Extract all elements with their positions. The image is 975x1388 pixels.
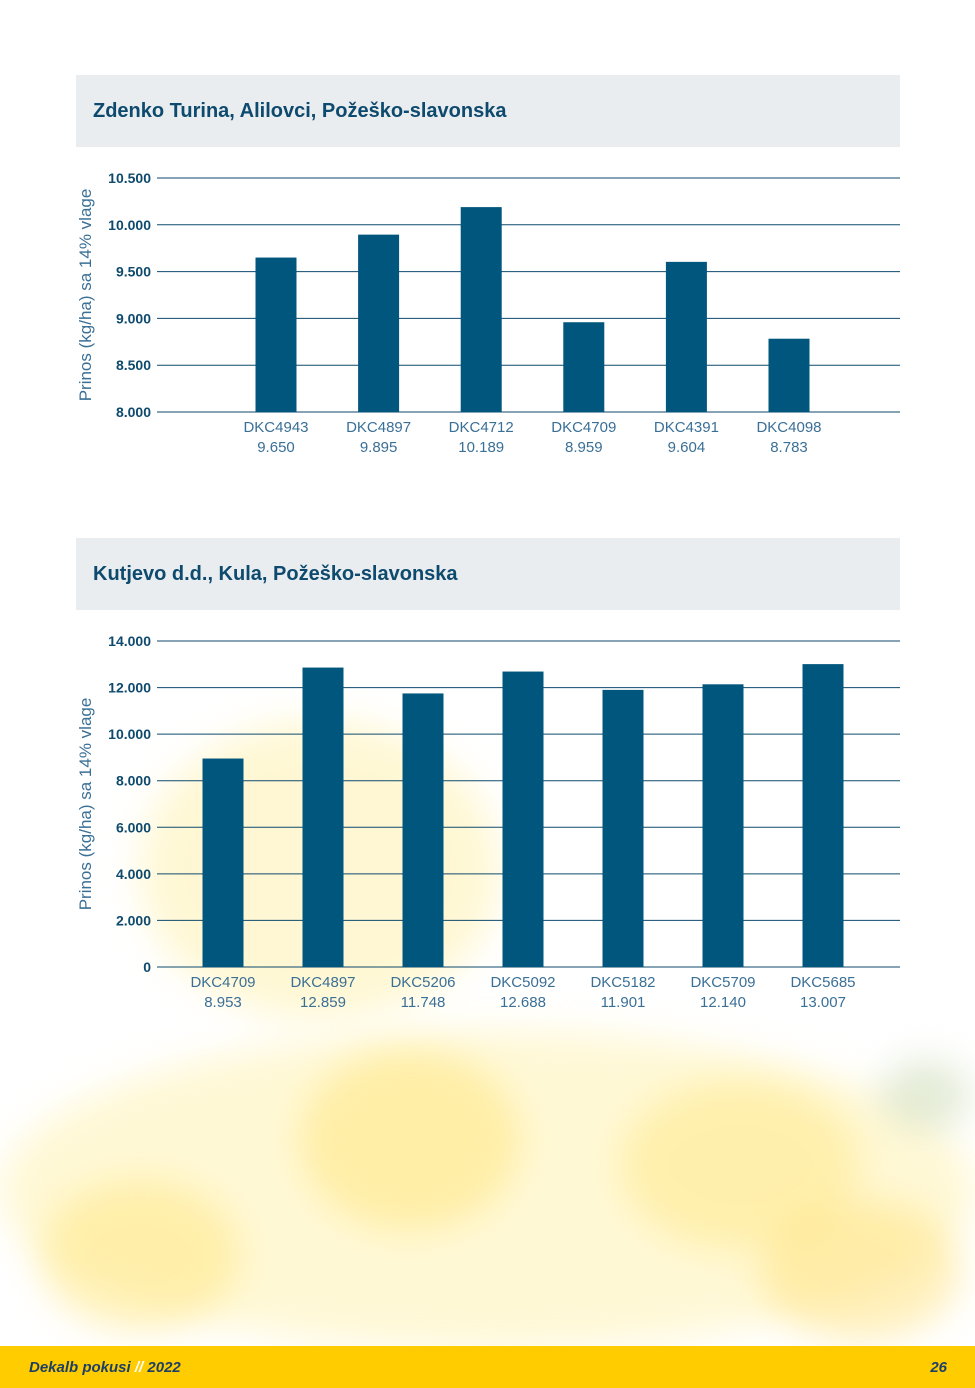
- y-tick-label: 8.500: [116, 357, 151, 373]
- y-axis-label: Prinos (kg/ha) sa 14% vlage: [76, 189, 95, 402]
- x-category-label: DKC4897: [290, 974, 355, 991]
- x-category-label: DKC4897: [346, 419, 411, 436]
- chart-block-1: Zdenko Turina, Alilovci, Požeško-slavons…: [76, 75, 900, 495]
- y-tick-label: 6.000: [116, 819, 151, 835]
- bg-blob: [880, 1060, 970, 1130]
- bar: [768, 338, 810, 412]
- bar: [402, 693, 444, 967]
- footer-separator: //: [134, 1358, 144, 1376]
- y-tick-label: 9.000: [116, 310, 151, 326]
- data-label: 8.953: [204, 994, 242, 1011]
- x-category-label: DKC4943: [243, 419, 308, 436]
- y-tick-label: 10.000: [108, 726, 151, 742]
- bar: [602, 689, 644, 967]
- data-label: 9.604: [668, 439, 706, 456]
- y-tick-label: 2.000: [116, 912, 151, 928]
- chart-title: Kutjevo d.d., Kula, Požeško-slavonska: [93, 562, 458, 585]
- bar: [702, 684, 744, 967]
- y-tick-label: 12.000: [108, 680, 151, 696]
- data-label: 8.959: [565, 439, 603, 456]
- x-category-label: DKC5709: [690, 974, 755, 991]
- page-number: 26: [930, 1358, 947, 1376]
- chart-header: Kutjevo d.d., Kula, Požeško-slavonska: [76, 538, 900, 610]
- bar: [255, 257, 297, 412]
- bg-blob: [300, 1050, 520, 1230]
- bar: [802, 664, 844, 967]
- x-category-label: DKC4391: [654, 419, 719, 436]
- x-category-label: DKC4709: [551, 419, 616, 436]
- chart-header: Zdenko Turina, Alilovci, Požeško-slavons…: [76, 75, 900, 147]
- data-label: 11.748: [401, 994, 446, 1011]
- bar: [502, 671, 544, 967]
- chart-block-2: Kutjevo d.d., Kula, Požeško-slavonska 0 2…: [76, 538, 900, 1038]
- y-axis-label: Prinos (kg/ha) sa 14% vlage: [76, 698, 95, 911]
- bar: [202, 758, 244, 967]
- x-category-label: DKC4709: [190, 974, 255, 991]
- y-tick-label: 8.000: [116, 773, 151, 789]
- x-category-label: DKC4712: [449, 419, 514, 436]
- y-tick-label: 4.000: [116, 866, 151, 882]
- x-category-label: DKC5206: [390, 974, 455, 991]
- bar: [460, 207, 502, 412]
- data-label: 9.650: [257, 439, 295, 456]
- x-category-label: DKC5685: [790, 974, 855, 991]
- page-footer: Dekalb pokusi // 2022 26: [0, 1346, 975, 1388]
- data-label: 12.140: [700, 994, 746, 1011]
- y-tick-label: 9.500: [116, 264, 151, 280]
- y-tick-label: 0: [143, 959, 151, 975]
- y-tick-label: 10.000: [108, 217, 151, 233]
- x-category-label: DKC5182: [590, 974, 655, 991]
- bar-chart-2: 0 2.000 4.000 6.000 8.000 10.000 12.000 14.000 P…: [76, 633, 900, 1011]
- data-label: 10.189: [458, 439, 504, 456]
- y-tick-label: 10.500: [108, 170, 151, 186]
- bg-blob: [760, 1200, 960, 1340]
- data-label: 13.007: [800, 994, 846, 1011]
- footer-publication: Dekalb pokusi // 2022: [29, 1359, 181, 1376]
- data-label: 12.859: [300, 994, 346, 1011]
- y-tick-label: 14.000: [108, 633, 151, 649]
- bar-chart-1: 8.000 8.500 9.000 9.500 10.000 10.500 Prinos (…: [76, 170, 900, 456]
- data-label: 11.901: [601, 994, 646, 1011]
- bar: [358, 234, 400, 412]
- bar: [665, 261, 707, 412]
- data-label: 12.688: [500, 994, 546, 1011]
- data-label: 8.783: [770, 439, 808, 456]
- data-label: 9.895: [360, 439, 398, 456]
- y-tick-label: 8.000: [116, 404, 151, 420]
- publication-year: 2022: [147, 1358, 181, 1376]
- x-category-label: DKC4098: [756, 419, 821, 436]
- bar: [563, 322, 605, 412]
- chart-title: Zdenko Turina, Alilovci, Požeško-slavons…: [93, 99, 507, 122]
- bar: [302, 667, 344, 967]
- publication-name: Dekalb pokusi: [29, 1358, 131, 1376]
- bg-blob: [40, 1180, 240, 1330]
- x-category-label: DKC5092: [490, 974, 555, 991]
